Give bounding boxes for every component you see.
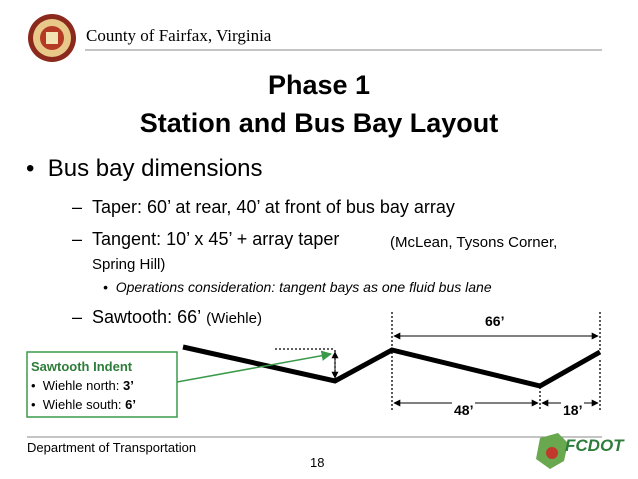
sub-bullet: – Taper: 60’ at rear, 40’ at front of bu… xyxy=(72,197,455,217)
dimension-label: 18’ xyxy=(561,402,585,418)
dimension-label: 66’ xyxy=(485,313,505,329)
page-number: 18 xyxy=(310,455,325,470)
bullet-note: (McLean, Tysons Corner, Spring Hill) xyxy=(92,234,558,273)
bullet-text: Operations consideration: tangent bays a… xyxy=(115,279,492,295)
callout-pointer xyxy=(176,350,333,383)
callout-label: Wiehle north: xyxy=(42,378,123,393)
title-line: Phase 1 xyxy=(267,70,371,100)
callout-title: Sawtooth Indent xyxy=(31,359,133,374)
bullet-text: Bus bay dimensions xyxy=(47,155,263,182)
callout-label: Wiehle south: xyxy=(42,397,126,412)
bullet-text: Tangent: 10’ x 45’ + array taper xyxy=(92,229,340,249)
title-line: Station and Bus Bay Layout xyxy=(139,108,499,138)
callout-value: 6’ xyxy=(125,397,136,412)
bullet-text: Taper: 60’ at rear, 40’ at front of bus … xyxy=(92,197,455,217)
sub-sub-bullet: • Operations consideration: tangent bays… xyxy=(103,279,492,295)
callout-text: Sawtooth Indent • Wiehle north: 3’ • Wie… xyxy=(31,357,136,414)
callout-item: • Wiehle south: 6’ xyxy=(31,397,136,412)
bullet-note: (Wiehle) xyxy=(206,310,262,327)
sub-bullet: – Tangent: 10’ x 45’ + array taper xyxy=(72,229,340,249)
main-bullet: • Bus bay dimensions xyxy=(26,155,263,182)
fcdot-logo-mark xyxy=(536,433,568,469)
county-seal xyxy=(28,14,76,62)
logo-text: FCDOT xyxy=(565,436,624,455)
organization: County of Fairfax, Virginia xyxy=(86,26,272,45)
dimension-label: 48’ xyxy=(452,402,476,418)
callout-item: • Wiehle north: 3’ xyxy=(31,378,134,393)
slide-title: Phase 1 Station and Bus Bay Layout xyxy=(0,66,638,142)
sub-bullet: – Sawtooth: 66’ (Wiehle) xyxy=(72,307,262,327)
callout-value: 3’ xyxy=(122,378,134,393)
department: Department of Transportation xyxy=(27,440,197,455)
bullet-text: Sawtooth: 66’ xyxy=(92,307,202,327)
callout-box xyxy=(26,351,178,418)
